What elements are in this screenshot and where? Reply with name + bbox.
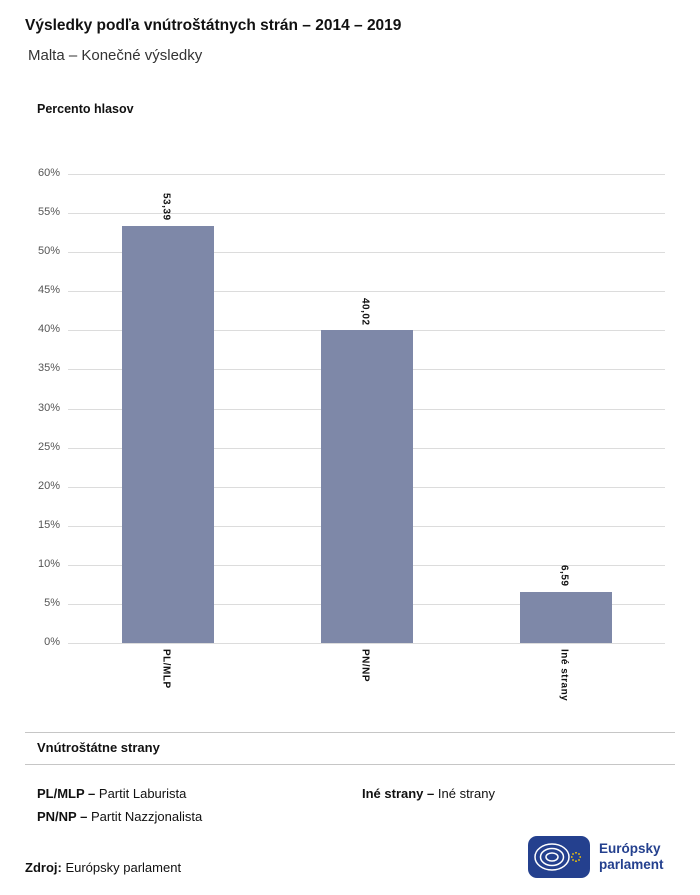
y-tick-label: 60%	[37, 167, 60, 179]
party-abbr: PL/MLP –	[37, 786, 96, 801]
bar-PL/MLP	[121, 225, 214, 643]
divider-bottom	[25, 764, 675, 765]
party-name: Partit Nazzjonalista	[90, 809, 203, 824]
gridline	[68, 252, 665, 254]
y-tick-label: 0%	[44, 636, 60, 648]
gridline	[68, 174, 665, 175]
gridline	[68, 643, 665, 644]
source-label: Zdroj:	[25, 860, 62, 875]
x-tick-label: PN/NP	[359, 649, 371, 683]
plot-area: 53,39 40,02 6,59	[68, 174, 665, 644]
legend-item: PN/NP – Partit Nazzjonalista	[37, 809, 202, 824]
y-tick-label: 30%	[37, 401, 60, 414]
legend-item: PL/MLP – Partit Laburista	[37, 786, 186, 801]
y-tick-label: 50%	[37, 245, 60, 258]
bar-value-label: 53,39	[160, 193, 172, 221]
source-line: Zdroj: Európsky parlament	[25, 860, 181, 875]
european-parliament-logo-block: Európsky parlament	[528, 836, 673, 878]
gridline	[68, 291, 665, 293]
source-value: Európsky parlament	[65, 860, 182, 875]
divider-top	[25, 732, 675, 733]
y-tick-label: 15%	[37, 518, 60, 531]
y-tick-label: 35%	[37, 362, 60, 375]
y-tick-label: 25%	[37, 440, 60, 453]
x-axis: PL/MLP PN/NP Iné strany	[68, 649, 665, 731]
legend-item: Iné strany – Iné strany	[362, 786, 495, 801]
bar-value-label: 40,02	[359, 297, 371, 326]
y-axis-title: Percento hlasov	[37, 102, 134, 116]
legend-heading: Vnútroštátne strany	[37, 740, 160, 755]
page-title: Výsledky podľa vnútroštátnych strán – 20…	[25, 17, 402, 34]
y-tick-label: 10%	[37, 557, 60, 570]
party-abbr: Iné strany –	[362, 786, 435, 801]
eu-flag-stars	[570, 851, 582, 863]
european-parliament-logo-text: Európsky parlament	[599, 841, 664, 872]
page-subtitle: Malta – Konečné výsledky	[28, 47, 203, 64]
y-tick-label: 5%	[44, 596, 60, 609]
gridline	[68, 213, 665, 215]
y-axis: 0% 5% 10% 15% 20% 25% 30% 35% 40% 45% 50% 55% 60%	[0, 167, 60, 648]
x-tick-label: Iné strany	[558, 649, 570, 702]
y-tick-label: 55%	[37, 206, 60, 219]
y-tick-label: 45%	[37, 284, 60, 297]
bar-Iné strany	[519, 591, 612, 643]
bar-value-label: 6,59	[558, 565, 570, 587]
x-tick-label: PL/MLP	[160, 649, 172, 689]
y-tick-label: 20%	[37, 479, 60, 492]
european-parliament-logo-icon	[528, 836, 590, 878]
party-name: Partit Laburista	[98, 786, 187, 801]
party-abbr: PN/NP –	[37, 809, 88, 824]
party-name: Iné strany	[437, 786, 495, 801]
y-tick-label: 40%	[37, 323, 60, 336]
bar-PN/NP	[320, 330, 413, 643]
